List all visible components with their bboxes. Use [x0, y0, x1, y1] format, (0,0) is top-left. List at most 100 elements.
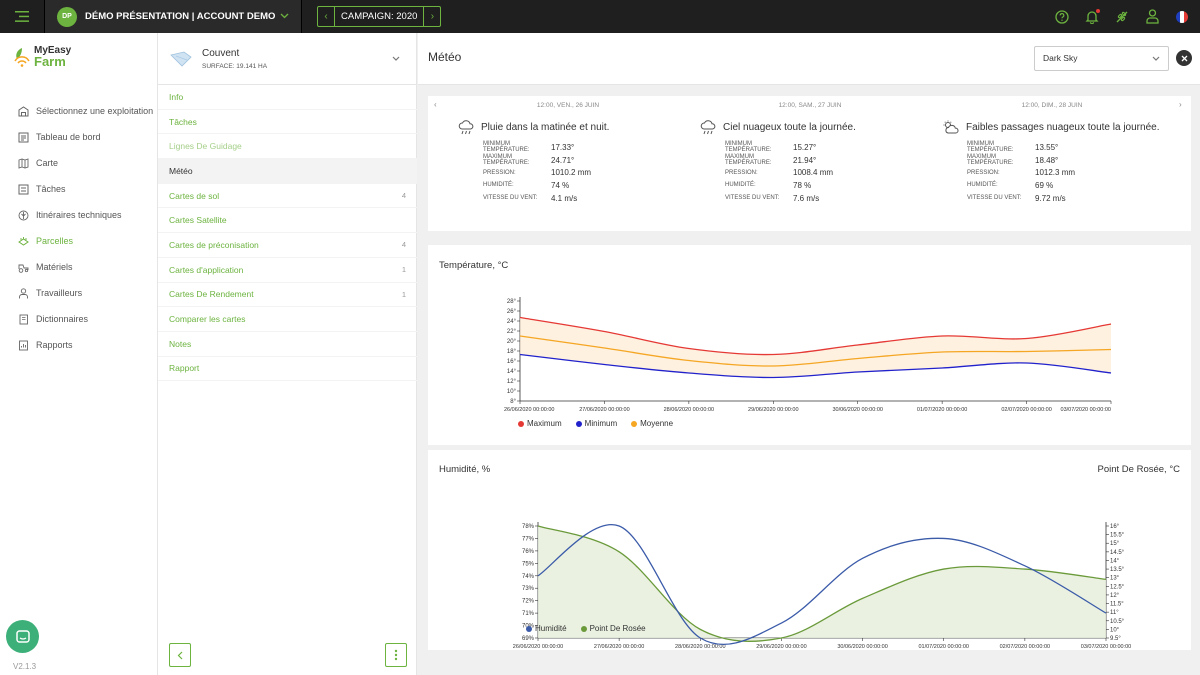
x-tick-label: 03/07/2020 00:00:00	[1061, 407, 1111, 413]
temperature-legend: Maximum Minimum Moyenne	[518, 419, 673, 428]
legend-item-dew-point[interactable]: Point De Rosée	[580, 624, 646, 633]
y-left-tick-label: 72%	[522, 599, 535, 605]
campaign-next-button[interactable]: ›	[430, 11, 435, 22]
nav-item-map[interactable]: Carte	[0, 150, 158, 176]
menu-item-guidance-lines[interactable]: Lignes De Guidage	[158, 134, 417, 160]
app-logo[interactable]: MyEasy Farm	[13, 46, 71, 68]
menu-item-soil-maps[interactable]: Cartes de sol 4	[158, 184, 417, 209]
forecast-day: Pluie dans la matinée et nuit. MINIMUM T…	[458, 120, 698, 204]
menu-item-notes[interactable]: Notes	[158, 332, 417, 357]
menu-item-info[interactable]: Info	[158, 85, 417, 110]
nav-item-tasks[interactable]: Tâches	[0, 176, 158, 202]
x-tick-label: 27/06/2020 00:00:00	[594, 644, 644, 650]
campaign-label: CAMPAIGN: 2020	[334, 7, 425, 26]
y-right-tick-label: 16°	[1110, 524, 1120, 530]
equipment-icon	[17, 261, 29, 273]
menu-item-application-maps[interactable]: Cartes d'application 1	[158, 258, 417, 283]
collapse-panel-button[interactable]	[169, 643, 191, 667]
nav-item-label: Matériels	[36, 262, 73, 272]
chevron-down-icon	[392, 53, 400, 63]
wind-value: 7.6 m/s	[793, 193, 820, 203]
dictionary-icon	[17, 313, 29, 325]
legend-item-minimum[interactable]: Minimum	[575, 419, 617, 428]
field-selector[interactable]: Couvent SURFACE: 19.141 HA	[158, 33, 416, 85]
field-shape-icon	[170, 51, 192, 67]
close-button[interactable]	[1176, 50, 1192, 66]
min-max-band	[520, 317, 1111, 378]
legend-label: Moyenne	[640, 419, 674, 428]
topbar-actions	[1054, 0, 1190, 33]
chat-icon	[15, 629, 30, 643]
menu-icon[interactable]	[0, 0, 44, 33]
page-title: Météo	[428, 50, 462, 64]
help-icon[interactable]	[1054, 9, 1070, 25]
menu-item-weather[interactable]: Météo	[158, 159, 417, 184]
nav-item-workers[interactable]: Travailleurs	[0, 280, 158, 306]
legend-dot	[631, 420, 638, 427]
language-flag-icon[interactable]	[1174, 9, 1190, 25]
min-temp-value: 17.33°	[551, 142, 575, 152]
legend-item-humidity[interactable]: Humidité	[526, 624, 567, 633]
temperature-chart: 8° 10° 12° 14° 16° 18° 20° 22° 24° 26° 28° 26/06/20…	[504, 297, 1112, 413]
notification-dot	[1096, 8, 1100, 13]
forecast-next-button[interactable]: ›	[1179, 100, 1182, 109]
humidity-label: HUMIDITÉ:	[967, 182, 998, 189]
menu-item-count: 4	[401, 191, 406, 201]
menu-item-label: Comparer les cartes	[169, 314, 246, 325]
nav-item-dashboard[interactable]: Tableau de bord	[0, 124, 158, 150]
y-right-tick-label: 15°	[1110, 541, 1120, 547]
parcels-icon	[17, 235, 29, 247]
account-selector[interactable]: DP DÉMO PRÉSENTATION | ACCOUNT DEMO	[44, 0, 302, 33]
menu-item-label: Météo	[169, 165, 193, 176]
legend-item-maximum[interactable]: Maximum	[518, 419, 562, 428]
y-tick-label: 12°	[507, 379, 517, 385]
menu-item-prescription-maps[interactable]: Cartes de préconisation 4	[158, 233, 417, 258]
nav-item-select-farm[interactable]: Sélectionnez une exploitation	[0, 98, 158, 124]
menu-item-satellite-maps[interactable]: Cartes Satellite	[158, 208, 417, 234]
pressure-label: PRESSION:	[725, 169, 758, 176]
campaign-prev-button[interactable]: ‹	[324, 11, 328, 22]
menu-item-label: Notes	[169, 338, 192, 349]
user-profile-icon[interactable]	[1144, 9, 1160, 25]
partly-cloudy-icon	[943, 120, 959, 134]
y-tick-label: 8°	[510, 399, 516, 405]
nav-item-equipment[interactable]: Matériels	[0, 254, 158, 280]
dew-point-chart-title: Point De Rosée, °C	[1097, 464, 1180, 475]
nav-item-parcels[interactable]: Parcelles	[0, 228, 158, 254]
forecast-summary: Faibles passages nuageux toute la journé…	[966, 122, 1160, 133]
menu-item-label: Tâches	[169, 116, 197, 127]
rain-cloud-icon	[458, 120, 474, 135]
weather-source-select[interactable]: Dark Sky	[1034, 46, 1169, 71]
forecast-prev-button[interactable]: ‹	[434, 100, 437, 109]
menu-item-compare-maps[interactable]: Comparer les cartes	[158, 307, 417, 332]
y-tick-label: 20°	[507, 339, 517, 345]
x-tick-label: 26/06/2020 00:00:00	[513, 644, 563, 650]
y-tick-label: 26°	[507, 309, 517, 315]
nav-item-label: Rapports	[36, 340, 73, 350]
x-tick-label: 28/06/2020 00:00:00	[675, 644, 725, 650]
farm-icon	[17, 105, 29, 117]
menu-item-report[interactable]: Rapport	[158, 357, 417, 382]
chevron-down-icon	[280, 11, 289, 22]
crop-icon[interactable]	[1114, 9, 1130, 25]
nav-item-reports[interactable]: Rapports	[0, 332, 158, 358]
y-right-tick-label: 12.5°	[1110, 584, 1125, 590]
y-right-tick-label: 11.5°	[1110, 602, 1124, 608]
x-tick-label: 29/06/2020 00:00:00	[756, 644, 806, 650]
more-options-button[interactable]	[385, 643, 407, 667]
y-left-tick-label: 73%	[522, 586, 535, 592]
legend-item-average[interactable]: Moyenne	[631, 419, 673, 428]
notifications-bell-icon[interactable]	[1084, 8, 1100, 25]
y-left-tick-label: 74%	[522, 574, 535, 580]
legend-dot	[575, 420, 582, 427]
nav-item-label: Parcelles	[36, 236, 74, 246]
menu-item-yield-maps[interactable]: Cartes De Rendement 1	[158, 283, 417, 308]
menu-item-tasks[interactable]: Tâches	[158, 110, 417, 135]
x-tick-label: 03/07/2020 00:00:00	[1081, 644, 1131, 650]
chat-button[interactable]	[6, 620, 39, 653]
nav-item-label: Dictionnaires	[36, 314, 89, 324]
nav-item-dictionaries[interactable]: Dictionnaires	[0, 306, 158, 332]
y-tick-label: 14°	[507, 369, 517, 375]
nav-item-itineraries[interactable]: Itinéraires techniques	[0, 202, 158, 228]
itinerary-icon	[17, 209, 29, 221]
